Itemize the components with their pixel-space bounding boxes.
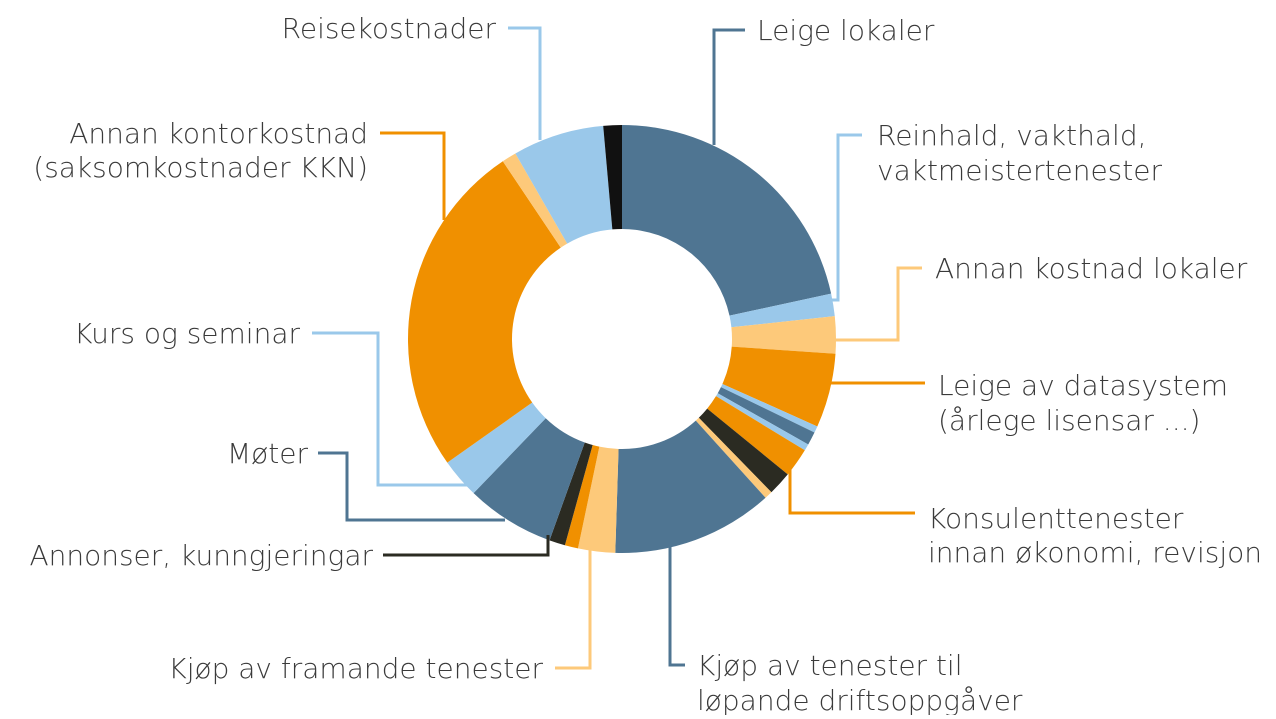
donut-segment — [717, 387, 815, 445]
leader-line — [828, 133, 862, 302]
leader-line — [555, 548, 592, 670]
segment-label: Leige av datasystem — [938, 369, 1228, 402]
leader-line — [318, 451, 505, 522]
leader-line — [835, 266, 922, 342]
donut-segment — [729, 293, 835, 328]
donut-segment — [502, 153, 568, 248]
segment-label: (årlege lisensar ...) — [938, 404, 1200, 437]
donut-segment — [515, 125, 613, 244]
donut-segment — [722, 346, 836, 427]
leader-line — [383, 535, 550, 557]
segment-label: Annan kostnad lokaler — [935, 252, 1248, 285]
segment-label: Reinhald, vakthald, — [877, 119, 1147, 152]
donut-segment — [720, 383, 818, 433]
segment-label: Møter — [227, 437, 308, 470]
donut-segment — [549, 442, 593, 546]
donut-segment — [622, 125, 832, 316]
leader-line — [668, 545, 685, 667]
segment-label: vaktmeistertenester — [877, 154, 1162, 187]
leader-line — [788, 462, 915, 515]
donut-segment — [407, 161, 561, 463]
segment-label: Kjøp av framande tenester — [168, 652, 543, 685]
leader-line — [712, 28, 745, 145]
donut-segment — [447, 402, 546, 494]
donut-segment — [603, 125, 622, 230]
segment-label: Leige lokaler — [757, 14, 935, 47]
segment-label: Kjøp av tenester til — [697, 649, 963, 682]
leader-line — [380, 131, 446, 220]
segment-label: Annan kontorkostnad — [69, 117, 368, 150]
segment-label: (saksomkostnader KKN) — [33, 151, 368, 184]
leader-line — [508, 26, 542, 140]
donut-segment — [698, 408, 788, 493]
segment-label: innan økonomi, revisjon — [928, 536, 1262, 569]
donut-segment — [577, 446, 619, 553]
segment-label: Reisekostnader — [282, 12, 497, 45]
donut-segment — [695, 417, 772, 498]
segment-label: løpande driftsoppgåver — [697, 684, 1023, 715]
donut-segment — [707, 396, 805, 475]
segment-label: Konsulenttenester — [928, 502, 1184, 535]
segment-label: Annonser, kunngjeringar — [29, 539, 373, 572]
leader-line — [312, 331, 478, 487]
donut-segment — [473, 418, 585, 541]
donut-segment — [564, 445, 600, 549]
donut-segment — [615, 420, 766, 553]
segment-label: Kurs og seminar — [74, 317, 300, 350]
donut-segment — [731, 316, 837, 354]
donut-segment — [715, 393, 809, 451]
